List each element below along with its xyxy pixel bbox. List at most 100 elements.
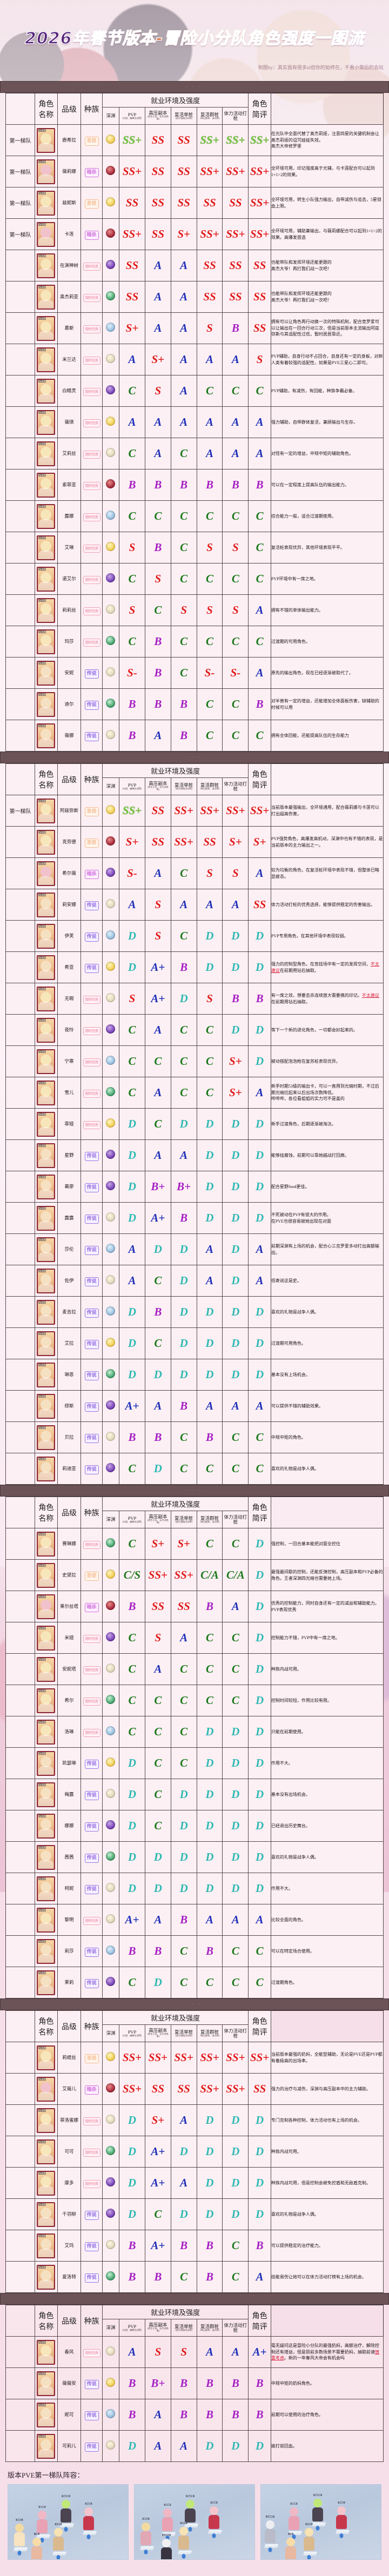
character-portrait-cell[interactable]: Lv.120 [35, 2167, 58, 2199]
character-portrait-cell[interactable]: Lv.120 [35, 1653, 58, 1685]
character-portrait-cell[interactable]: Lv.120 [35, 1421, 58, 1453]
character-portrait-cell[interactable]: Lv.120 [35, 2430, 58, 2462]
table-row[interactable]: 第一梯队 Lv.120 卡莲 暗杀 SS+ SS S+ SS+ SS+ SS+ 全环境可用，辅助兼输… [5, 218, 384, 250]
character-portrait-cell[interactable]: Lv.120 [35, 1935, 58, 1967]
character-portrait-cell[interactable]: Lv.120 [35, 312, 58, 344]
character-portrait-cell[interactable]: Lv.120 [35, 857, 58, 889]
character-portrait-cell[interactable]: Lv.120 [35, 500, 58, 532]
character-portrait-cell[interactable]: Lv.120 [35, 1841, 58, 1873]
table-row[interactable]: Lv.120 梅露 传说 D C D D D D 基本没有出场机会。 [5, 1779, 384, 1810]
character-portrait-cell[interactable]: Lv.120 [35, 1559, 58, 1591]
table-row[interactable]: Lv.120 米娅 限时任务 C S A C C D 控制能力不错，PVP中有一席之地。 [5, 1622, 384, 1654]
table-row[interactable]: Lv.120 艾薇儿 暗杀 SS+ SS SS SS+ SS+ SS 强力的治疗与减伤，深渊与高压… [5, 2073, 384, 2105]
character-portrait-cell[interactable]: Lv.120 [35, 626, 58, 658]
character-portrait-cell[interactable]: Lv.120 [35, 920, 58, 952]
character-portrait-cell[interactable]: Lv.120 [35, 2399, 58, 2431]
team-screenshot[interactable]: 鹿希拉 薇莉娜 阿兹弥斯 史黛拉 莉缇丝 卡莲 [8, 2484, 129, 2560]
character-portrait-cell[interactable]: Lv.120 [35, 1265, 58, 1297]
table-row[interactable]: Lv.120 幕廖 传说 D B+ B+ D D D 配合星野food更佳。 [5, 1171, 384, 1203]
character-portrait-cell[interactable]: Lv.120 [35, 1327, 58, 1359]
table-row[interactable]: Lv.120 琳恩 传说 D D D D D D 基本没有上场机会。 [5, 1359, 384, 1391]
table-row[interactable]: Lv.120 黎明 限时任务 A+ A B A A A 比较全面的角色。 [5, 1904, 384, 1936]
table-row[interactable]: Lv.120 可可 限时任务 D A+ D D D D 种族内战可用。 [5, 2136, 384, 2168]
team-screenshot[interactable]: 鹿希拉 薇莉娜 阿兹弥斯 史黛拉 莉缇丝 在渊神树 [134, 2484, 255, 2560]
character-portrait-cell[interactable]: Lv.120 [35, 594, 58, 626]
table-row[interactable]: Lv.120 可莉儿 传说 D A A D D D 挨打就回血。 [5, 2430, 384, 2462]
character-portrait-cell[interactable]: Lv.120 [35, 657, 58, 689]
character-portrait-cell[interactable]: Lv.120 [35, 1077, 58, 1109]
table-row[interactable]: Lv.120 安妮塔 限时任务 C A C C C D 种族内战可用。 [5, 1653, 384, 1685]
table-row[interactable]: Lv.120 安妮 传说 S- B C S- S- A 原先的输出角色，现在已经逐渐被取代了。 [5, 657, 384, 689]
table-row[interactable]: Lv.120 娜娜 传说 D C D D D D 已经退出历史舞台。 [5, 1810, 384, 1842]
table-row[interactable]: Lv.120 星野 传说 D A A D D D 能够挂腐蚀，前期可以靠她越战打回廊。 [5, 1139, 384, 1171]
table-row[interactable]: Lv.120 迪尔 传说 B B B C C B 对半兽有一定的增益，还能增加全体面板伤害，缺辅助… [5, 688, 384, 720]
table-row[interactable]: Lv.120 春风 限时任务 A S S A A A+ 毫无疑问这是冒险小分队的最强奶妈，高额治疗… [5, 2336, 384, 2368]
character-portrait-cell[interactable]: Lv.120 [35, 1779, 58, 1810]
table-row[interactable]: Lv.120 莱尔丝塔 暗杀 B SS SS B A D 优秀的控制能力，同时自身还有一定的减益和… [5, 1591, 384, 1622]
character-portrait-cell[interactable]: Lv.120 [35, 1202, 58, 1234]
table-row[interactable]: Lv.120 夏洛特 传说 B B C B C A 技能易伤让她可以在体力活动打榜有上场的机会。 [5, 2261, 384, 2293]
table-row[interactable]: Lv.120 麦吉拉 传说 D B D D D D 喜欢的礼物是战争人偶。 [5, 1296, 384, 1328]
table-row[interactable]: Lv.120 米兰达 限时任务 A S+ A A A S PVP辅助，自身行动不占回合，自身还有一… [5, 344, 384, 375]
character-portrait-cell[interactable]: Lv.120 [35, 1139, 58, 1171]
table-row[interactable]: Lv.120 薇薇安 传说 B B+ B B B B 中规中矩的奶妈角色。 [5, 2367, 384, 2399]
character-portrait-cell[interactable]: Lv.120 [35, 156, 58, 187]
table-row[interactable]: Lv.120 希亚 传说 D A+ B D D D 强力的控制型角色，在竞技场中有一定的发挥空间，… [5, 951, 384, 983]
character-portrait-cell[interactable]: Lv.120 [35, 795, 58, 827]
character-portrait-cell[interactable]: Lv.120 [35, 2136, 58, 2168]
table-row[interactable]: 第一梯队 Lv.120 阿兹弥斯 圣徒 SS+ SS SS+ SS+ SS+ SS+ 当前版本最强输… [5, 795, 384, 827]
character-portrait-cell[interactable]: Lv.120 [35, 218, 58, 250]
table-row[interactable]: Lv.120 白精灵 限时任务 C S A C C C PVP辅助，有减伤，有回能，种族争霸必备。 [5, 375, 384, 407]
table-row[interactable]: Lv.120 洛琳 限时任务 C C C D D D 只能在前期使用。 [5, 1716, 384, 1748]
character-portrait-cell[interactable]: Lv.120 [35, 983, 58, 1015]
character-portrait-cell[interactable]: Lv.120 [35, 688, 58, 720]
character-portrait-cell[interactable]: Lv.120 [35, 1528, 58, 1560]
character-portrait-cell[interactable]: Lv.120 [35, 1591, 58, 1622]
character-portrait-cell[interactable]: Lv.120 [35, 2104, 58, 2136]
table-row[interactable]: Lv.120 慕斯 限时任务 S+ A A S B SS 拥有可以让角色再行动换一次的特殊机制，配… [5, 312, 384, 344]
character-portrait-cell[interactable]: Lv.120 [35, 1233, 58, 1265]
character-portrait-cell[interactable]: Lv.120 [35, 1390, 58, 1422]
character-portrait-cell[interactable]: Lv.120 [35, 187, 58, 219]
table-row[interactable]: Lv.120 玛莎 限时任务 C B C C C C 过渡期的可用角色。 [5, 626, 384, 658]
table-row[interactable]: Lv.120 茉莉 传说 C D C C C C 过渡期角色。 [5, 1967, 384, 1998]
table-row[interactable]: Lv.120 菲娅 限时任务 D C D D D D 新手过渡角色，后期逐渐被淘汰。 [5, 1108, 384, 1140]
character-portrait-cell[interactable]: Lv.120 [35, 1747, 58, 1779]
table-row[interactable]: Lv.120 雪儿 限时任务 C A C C S+ A 新手时期53级的输出卡，可以一直用到光暗时… [5, 1077, 384, 1109]
character-portrait-cell[interactable]: Lv.120 [35, 1359, 58, 1391]
table-row[interactable]: Lv.120 莉迪亚 传说 C D C C C C 喜欢的礼物是战争人偶。 [5, 1453, 384, 1485]
table-row[interactable]: 第一梯队 Lv.120 兹妮斯 圣徒 SS SS SS SS SS SS+ 全环境可用，转生小队强力… [5, 187, 384, 219]
team-screenshot[interactable]: 在渊神树 薇莉娜 阿兹弥斯 史黛拉 莉缇丝 卡莲 [260, 2484, 381, 2560]
table-row[interactable]: Lv.120 莎伦 传说 A D D A D A 前期深渊有上场的机会，配合心三克罗爱多动打出高额… [5, 1233, 384, 1265]
character-portrait-cell[interactable]: Lv.120 [35, 438, 58, 469]
character-portrait-cell[interactable]: Lv.120 [35, 1622, 58, 1654]
character-portrait-cell[interactable]: Lv.120 [35, 2198, 58, 2230]
character-portrait-cell[interactable]: Lv.120 [35, 1014, 58, 1046]
table-row[interactable]: Lv.120 夜怜 限时任务 C A C C D D 等下一个新的进化角色，一切都会好起来的。 [5, 1014, 384, 1046]
character-portrait-cell[interactable]: Lv.120 [35, 2261, 58, 2293]
table-row[interactable]: Lv.120 薇娜 传说 B A B C C C 拥有全体回能，还能提高队伍的生存能力 [5, 720, 384, 752]
table-row[interactable]: Lv.120 希尔薇 暗杀 S- A C S S A 较为均衡的角色，在复活桩环境中表现不错，但整… [5, 857, 384, 889]
character-portrait-cell[interactable]: Lv.120 [35, 1296, 58, 1328]
table-row[interactable]: Lv.120 希尔 限时任务 C C C C C D 控制时间较短，作用比较有限。 [5, 1685, 384, 1716]
character-portrait-cell[interactable]: Lv.120 [35, 2073, 58, 2105]
character-portrait-cell[interactable]: Lv.120 [35, 469, 58, 501]
table-row[interactable]: Lv.120 艾琳 限时任务 S B C S S C 复活桩表现优异，其他环境表现平平。 [5, 532, 384, 564]
character-portrait-cell[interactable]: Lv.120 [35, 1685, 58, 1716]
table-row[interactable]: Lv.120 凯瑟琳 传说 D C C D D D 作用不大。 [5, 1747, 384, 1779]
table-row[interactable]: Lv.120 史黛拉 圣徒 C/S SS+ SS+ C/A C/A D 最强最间歇的控制，还能反弹… [5, 1559, 384, 1591]
table-row[interactable]: Lv.120 无暇 限时任务 S A+ D S B B 有一席之效，想要击杀连续放大需要携的印记。… [5, 983, 384, 1015]
table-row[interactable]: Lv.120 茜茜 传说 D D D D D D 喜欢的礼物是战争人偶。 [5, 1841, 384, 1873]
table-row[interactable]: Lv.120 莉安娜 传说 A S A A A SS 体力活动打桩的优秀选择，能够提供稳定的伤害输… [5, 889, 384, 921]
character-portrait-cell[interactable]: Lv.120 [35, 281, 58, 313]
table-row[interactable]: Lv.120 菲洛蜜娜 限时任务 D S+ A D D D 专门克制各种控制，体力活动也有上场的机… [5, 2104, 384, 2136]
character-portrait-cell[interactable]: Lv.120 [35, 1904, 58, 1936]
character-portrait-cell[interactable]: Lv.120 [35, 1967, 58, 1998]
character-portrait-cell[interactable]: Lv.120 [35, 2367, 58, 2399]
table-row[interactable]: Lv.120 莉莎 传说 B B C B C C 可以在特定场合使用。 [5, 1935, 384, 1967]
character-portrait-cell[interactable]: Lv.120 [35, 344, 58, 375]
table-row[interactable]: Lv.120 柯妮 传说 D D D D D D 作用不大。 [5, 1873, 384, 1904]
character-portrait-cell[interactable]: Lv.120 [35, 1045, 58, 1077]
table-row[interactable]: 第一梯队 Lv.120 鹿希拉 圣徒 SS+ SS SS SS+ SS+ SS+ 在光队中全面代替了… [5, 124, 384, 156]
table-row[interactable]: Lv.120 伊芙 传说 D S C D D D PVP专用角色，在其他环境中表现较弱。 [5, 920, 384, 952]
